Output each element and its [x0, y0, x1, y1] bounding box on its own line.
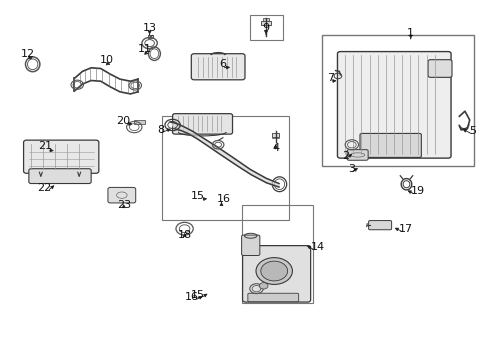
- FancyBboxPatch shape: [337, 51, 450, 158]
- Bar: [242, 205, 312, 303]
- Circle shape: [259, 283, 267, 289]
- Bar: [272, 133, 279, 136]
- Circle shape: [256, 258, 292, 284]
- Bar: [262, 18, 269, 21]
- FancyBboxPatch shape: [108, 188, 136, 203]
- Text: 10: 10: [99, 55, 113, 65]
- Text: 8: 8: [157, 125, 163, 135]
- Text: 11: 11: [138, 45, 151, 54]
- Text: 18: 18: [177, 230, 191, 240]
- FancyBboxPatch shape: [427, 60, 451, 77]
- Text: 15: 15: [191, 290, 205, 300]
- Text: 4: 4: [271, 143, 279, 153]
- Text: 14: 14: [310, 242, 324, 252]
- Text: 2: 2: [341, 151, 348, 161]
- Text: 23: 23: [117, 201, 130, 210]
- Text: 16: 16: [184, 292, 199, 302]
- Bar: [147, 35, 153, 38]
- Text: 13: 13: [142, 23, 156, 33]
- FancyBboxPatch shape: [359, 134, 421, 157]
- FancyBboxPatch shape: [23, 140, 99, 173]
- Bar: [260, 21, 271, 25]
- Text: 6: 6: [219, 59, 226, 69]
- FancyBboxPatch shape: [172, 114, 232, 134]
- FancyBboxPatch shape: [29, 169, 91, 184]
- FancyBboxPatch shape: [242, 246, 310, 302]
- Text: 3: 3: [347, 165, 354, 174]
- Text: 19: 19: [410, 186, 425, 196]
- FancyBboxPatch shape: [247, 293, 298, 302]
- Polygon shape: [170, 122, 279, 187]
- Bar: [250, 15, 282, 40]
- Text: 12: 12: [21, 49, 35, 59]
- Bar: [322, 35, 472, 166]
- FancyBboxPatch shape: [241, 235, 259, 256]
- Text: 17: 17: [398, 224, 412, 234]
- Text: 20: 20: [116, 116, 130, 126]
- Text: 15: 15: [191, 191, 205, 201]
- Text: 22: 22: [38, 183, 52, 193]
- Circle shape: [260, 261, 287, 281]
- FancyBboxPatch shape: [346, 150, 367, 160]
- Text: 9: 9: [262, 23, 269, 33]
- FancyBboxPatch shape: [368, 221, 391, 230]
- Text: 7: 7: [327, 73, 334, 83]
- Text: 16: 16: [216, 194, 230, 204]
- Text: 1: 1: [407, 27, 413, 37]
- Text: 21: 21: [38, 141, 52, 152]
- Text: 5: 5: [468, 126, 475, 136]
- FancyBboxPatch shape: [191, 54, 244, 80]
- Bar: [162, 117, 288, 220]
- Bar: [134, 120, 144, 123]
